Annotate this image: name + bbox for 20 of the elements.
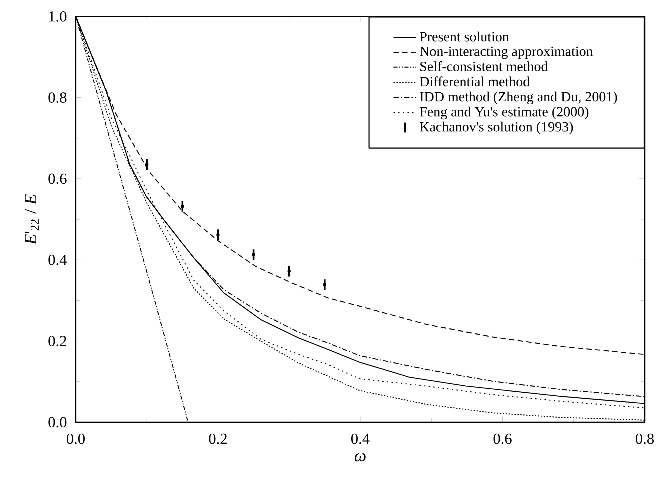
legend-label: Feng and Yu's estimate (2000) [420, 107, 589, 120]
y-tick-label: 0.0 [48, 417, 67, 428]
x-tick-label: 0.4 [351, 434, 370, 444]
legend-label: Differential method [420, 76, 530, 87]
legend-label: Kachanov's solution (1993) [420, 122, 574, 135]
x-tick-label: 0.8 [636, 434, 654, 444]
y-tick-label: 0.8 [48, 92, 67, 104]
x-tick-label: 0.2 [209, 434, 227, 444]
y-tick-label: 0.4 [48, 255, 68, 266]
y-axis-title: E'$_{22}$ / E [25, 194, 39, 246]
x-tick-label: 0.6 [494, 434, 512, 444]
legend-label: IDD method (Zheng and Du, 2001) [420, 92, 618, 105]
y-tick-label: 0.2 [48, 336, 66, 347]
legend-label: Self-consistent method [420, 62, 548, 72]
x-tick-label: 0.0 [66, 434, 85, 444]
legend-label: Non-interacting approximation [420, 47, 594, 60]
y-tick-label: 0.6 [48, 174, 67, 184]
y-tick-label: 1.0 [49, 12, 67, 22]
legend-label: Present solution [420, 32, 510, 42]
x-axis-title: ω [354, 453, 366, 462]
